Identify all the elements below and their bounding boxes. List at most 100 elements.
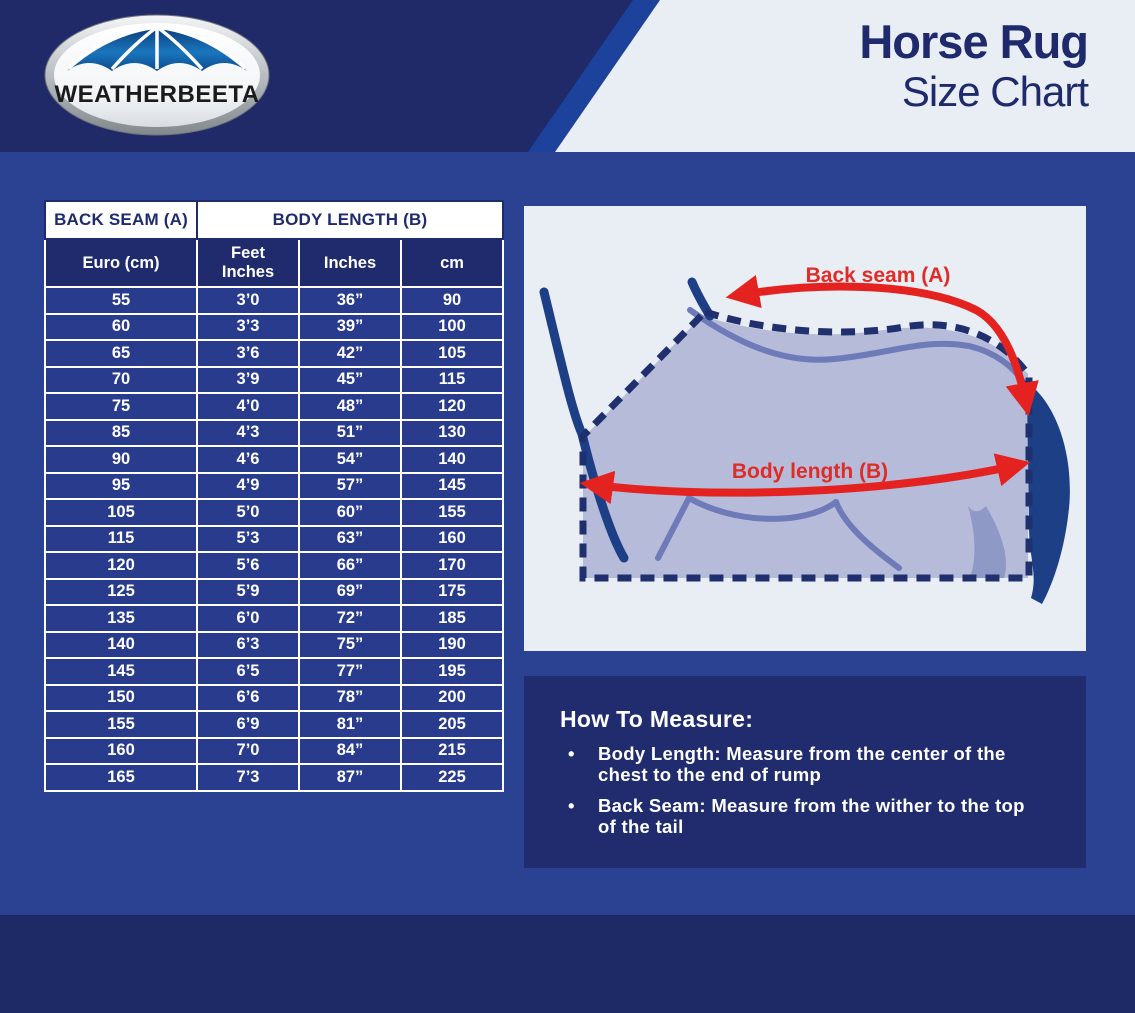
table-row: 120 5’6 66” 170 [44,551,504,580]
table-cell: 65 [44,339,198,368]
column-header-euro-cm: Euro (cm) [44,238,198,288]
table-group-header-row: BACK SEAM (A) BODY LENGTH (B) [44,200,504,240]
table-cell: 225 [400,763,504,792]
header-light-panel [555,0,1135,152]
footer-bar [0,915,1135,1013]
table-cell: 3’9 [196,365,300,394]
size-table-body: 55 3’0 36” 90 60 3’3 39” 100 65 3’6 42” 105 70 3’9 45”… [44,286,504,792]
table-row: 125 5’9 69” 175 [44,577,504,606]
horse-tail [1021,378,1070,604]
table-cell: 160 [400,524,504,553]
table-row: 75 4’0 48” 120 [44,392,504,421]
table-cell: 3’3 [196,312,300,341]
table-cell: 6’0 [196,604,300,633]
table-cell: 36” [298,286,402,315]
how-to-measure-heading: How To Measure: [560,706,754,732]
table-cell: 4’0 [196,392,300,421]
table-row: 55 3’0 36” 90 [44,286,504,315]
table-cell: 5’6 [196,551,300,580]
table-cell: 165 [44,763,198,792]
table-cell: 115 [44,524,198,553]
size-table-container: BACK SEAM (A) BODY LENGTH (B) Euro (cm) … [44,200,504,792]
table-cell: 135 [44,604,198,633]
table-cell: 81” [298,710,402,739]
table-cell: 215 [400,736,504,765]
header: WEATHERBEETA Horse Rug Size Chart [0,0,1135,152]
table-row: 135 6’0 72” 185 [44,604,504,633]
body-length-arrow [579,453,1031,505]
table-cell: 4’9 [196,471,300,500]
table-cell: 72” [298,604,402,633]
table-cell: 60 [44,312,198,341]
table-cell: 5’3 [196,524,300,553]
table-cell: 51” [298,418,402,447]
table-cell: 200 [400,683,504,712]
umbrella-icon [67,25,247,71]
table-row: 60 3’3 39” 100 [44,312,504,341]
table-cell: 7’0 [196,736,300,765]
table-cell: 7’3 [196,763,300,792]
table-cell: 66” [298,551,402,580]
how-to-measure-list: Body Length: Measure from the center of … [564,743,1056,837]
list-item: Body Length: Measure from the center of … [564,743,1038,786]
table-cell: 57” [298,471,402,500]
table-cell: 87” [298,763,402,792]
table-cell: 6’3 [196,630,300,659]
table-row: 145 6’5 77” 195 [44,657,504,686]
back-seam-group-header: BACK SEAM (A) [44,200,198,240]
table-cell: 4’6 [196,445,300,474]
table-cell: 6’5 [196,657,300,686]
table-cell: 60” [298,498,402,527]
table-cell: 155 [44,710,198,739]
column-header-cm: cm [400,238,504,288]
page-title: Horse Rug Size Chart [859,15,1089,116]
table-cell: 185 [400,604,504,633]
table-cell: 140 [400,445,504,474]
table-cell: 70 [44,365,198,394]
table-cell: 155 [400,498,504,527]
table-cell: 115 [400,365,504,394]
how-to-measure-panel: How To Measure: Body Length: Measure fro… [524,676,1086,868]
table-cell: 125 [44,577,198,606]
table-cell: 145 [400,471,504,500]
table-cell: 55 [44,286,198,315]
table-cell: 170 [400,551,504,580]
back-seam-arrow [725,275,1039,417]
table-cell: 6’6 [196,683,300,712]
table-row: 95 4’9 57” 145 [44,471,504,500]
table-cell: 69” [298,577,402,606]
table-cell: 175 [400,577,504,606]
table-cell: 54” [298,445,402,474]
table-row: 160 7’0 84” 215 [44,736,504,765]
title-line-2: Size Chart [901,67,1089,115]
table-cell: 195 [400,657,504,686]
table-cell: 105 [400,339,504,368]
size-table: BACK SEAM (A) BODY LENGTH (B) Euro (cm) … [44,200,504,792]
table-cell: 63” [298,524,402,553]
table-cell: 105 [44,498,198,527]
table-cell: 90 [44,445,198,474]
table-row: 165 7’3 87” 225 [44,763,504,792]
title-line-1: Horse Rug [859,15,1089,68]
table-cell: 85 [44,418,198,447]
table-cell: 75 [44,392,198,421]
column-header-inches: Inches [298,238,402,288]
table-cell: 3’6 [196,339,300,368]
table-cell: 75” [298,630,402,659]
table-cell: 190 [400,630,504,659]
table-cell: 90 [400,286,504,315]
horse-measurement-diagram: Back seam (A) Body length (B) [524,206,1086,651]
table-cell: 150 [44,683,198,712]
table-row: 90 4’6 54” 140 [44,445,504,474]
table-cell: 95 [44,471,198,500]
table-row: 70 3’9 45” 115 [44,365,504,394]
weatherbeeta-logo: WEATHERBEETA [44,14,270,136]
table-cell: 100 [400,312,504,341]
table-cell: 6’9 [196,710,300,739]
table-cell: 39” [298,312,402,341]
table-cell: 120 [44,551,198,580]
table-cell: 130 [400,418,504,447]
table-row: 105 5’0 60” 155 [44,498,504,527]
table-cell: 78” [298,683,402,712]
